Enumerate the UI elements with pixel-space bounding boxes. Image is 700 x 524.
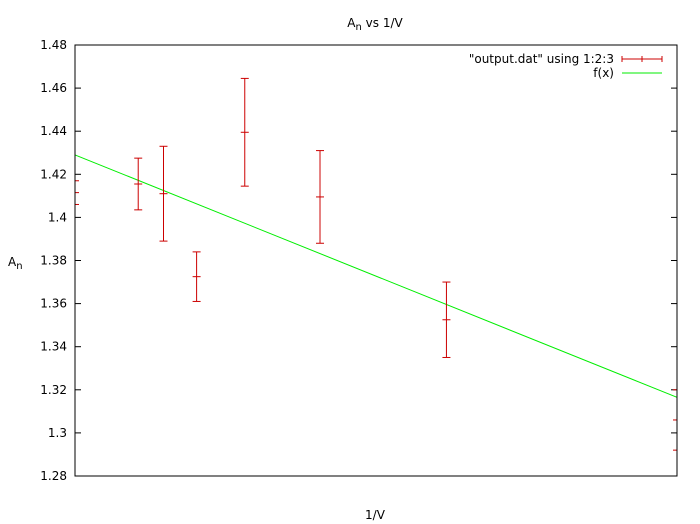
error-bar-point (134, 157, 143, 211)
x-axis-label: 1/V (365, 508, 386, 522)
y-tick-label: 1.3 (48, 426, 67, 440)
chart-title: An vs 1/V (347, 16, 403, 33)
legend-label: "output.dat" using 1:2:3 (469, 52, 614, 66)
y-axis-label-sub: n (16, 261, 22, 272)
y-tick-label: 1.28 (40, 469, 67, 483)
legend-label: f(x) (593, 66, 614, 80)
y-axis-label-main: A (8, 255, 17, 269)
fit-line (74, 154, 678, 398)
y-axis-label: An (8, 255, 23, 272)
y-tick-label: 1.34 (40, 340, 67, 354)
y-tick-label: 1.46 (40, 81, 67, 95)
error-bar-point (192, 251, 201, 302)
error-bar-point (316, 150, 325, 244)
y-tick-label: 1.42 (40, 167, 67, 181)
chart-title-sub: n (356, 22, 362, 33)
y-tick-label: 1.32 (40, 383, 67, 397)
error-bar-point (74, 180, 79, 205)
error-bar-point (159, 145, 168, 242)
y-tick-label: 1.4 (48, 210, 67, 224)
chart-title-rest: vs 1/V (362, 16, 404, 30)
chart-title-main: A (347, 16, 356, 30)
legend: "output.dat" using 1:2:3f(x) (469, 52, 663, 80)
y-tick-label: 1.36 (40, 297, 67, 311)
error-bar-point (240, 77, 249, 187)
plot-area (74, 77, 678, 451)
y-axis-ticks: 1.28 1.3 1.32 1.34 1.36 1.38 1.4 1.42 1.44 1.46 1.… (40, 38, 677, 483)
y-tick-label: 1.38 (40, 254, 67, 268)
y-tick-label: 1.48 (40, 38, 67, 52)
error-bar-point (442, 281, 451, 358)
plot-frame (74, 44, 678, 477)
y-tick-label: 1.44 (40, 124, 67, 138)
error-bar-point (673, 389, 678, 451)
